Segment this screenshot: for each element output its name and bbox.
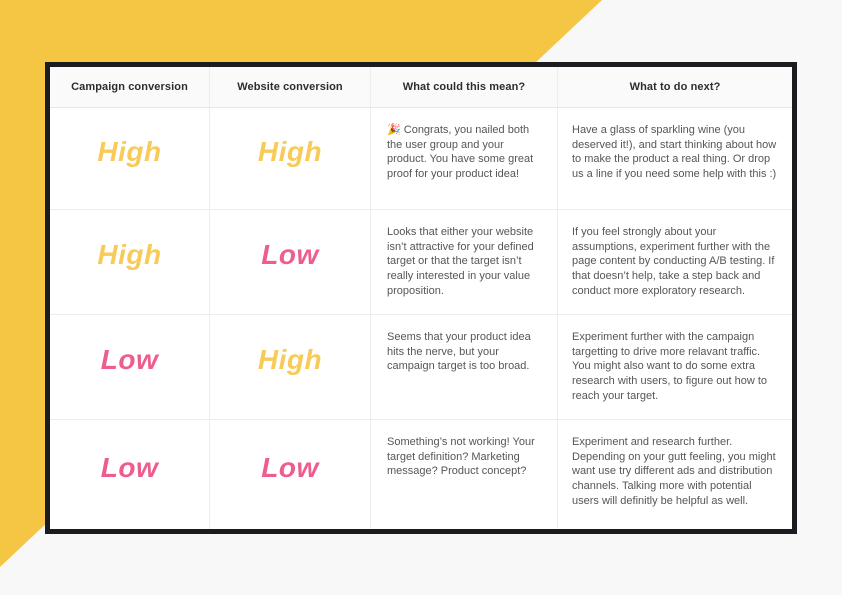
row2-next-steps-text: If you feel strongly about your assumpti… xyxy=(558,210,792,315)
header-website-conversion: Website conversion xyxy=(210,67,371,108)
row4-campaign-level: Low xyxy=(50,420,210,529)
conversion-matrix-table: Campaign conversion Website conversion W… xyxy=(45,62,797,534)
row4-next-steps-text: Experiment and research further. Dependi… xyxy=(572,436,776,507)
row2-website-level: Low xyxy=(210,210,371,315)
row3-campaign-level: Low xyxy=(50,315,210,420)
header-what-could-this-mean: What could this mean? xyxy=(371,67,558,108)
row3-next-steps-text: Experiment further with the campaign tar… xyxy=(558,315,792,420)
row2-campaign-level: High xyxy=(50,210,210,315)
header-what-to-do-next: What to do next? xyxy=(558,67,792,108)
row3-meaning-text: Seems that your product idea hits the ne… xyxy=(371,315,558,420)
row3-website-level: High xyxy=(210,315,371,420)
row2-meaning-text: Looks that either your website isn’t att… xyxy=(371,210,558,315)
row4-meaning-text: Something’s not working! Your target def… xyxy=(371,420,558,529)
row1-next-steps-text: Have a glass of sparkling wine (you dese… xyxy=(558,108,792,210)
header-campaign-conversion: Campaign conversion xyxy=(50,67,210,108)
conversion-matrix-grid: Campaign conversion Website conversion W… xyxy=(50,67,792,529)
row1-website-level: High xyxy=(210,108,371,210)
row1-meaning-text: 🎉 Congrats, you nailed both the user gro… xyxy=(371,108,558,210)
row4-website-level: Low xyxy=(210,420,371,529)
row1-campaign-level: High xyxy=(50,108,210,210)
